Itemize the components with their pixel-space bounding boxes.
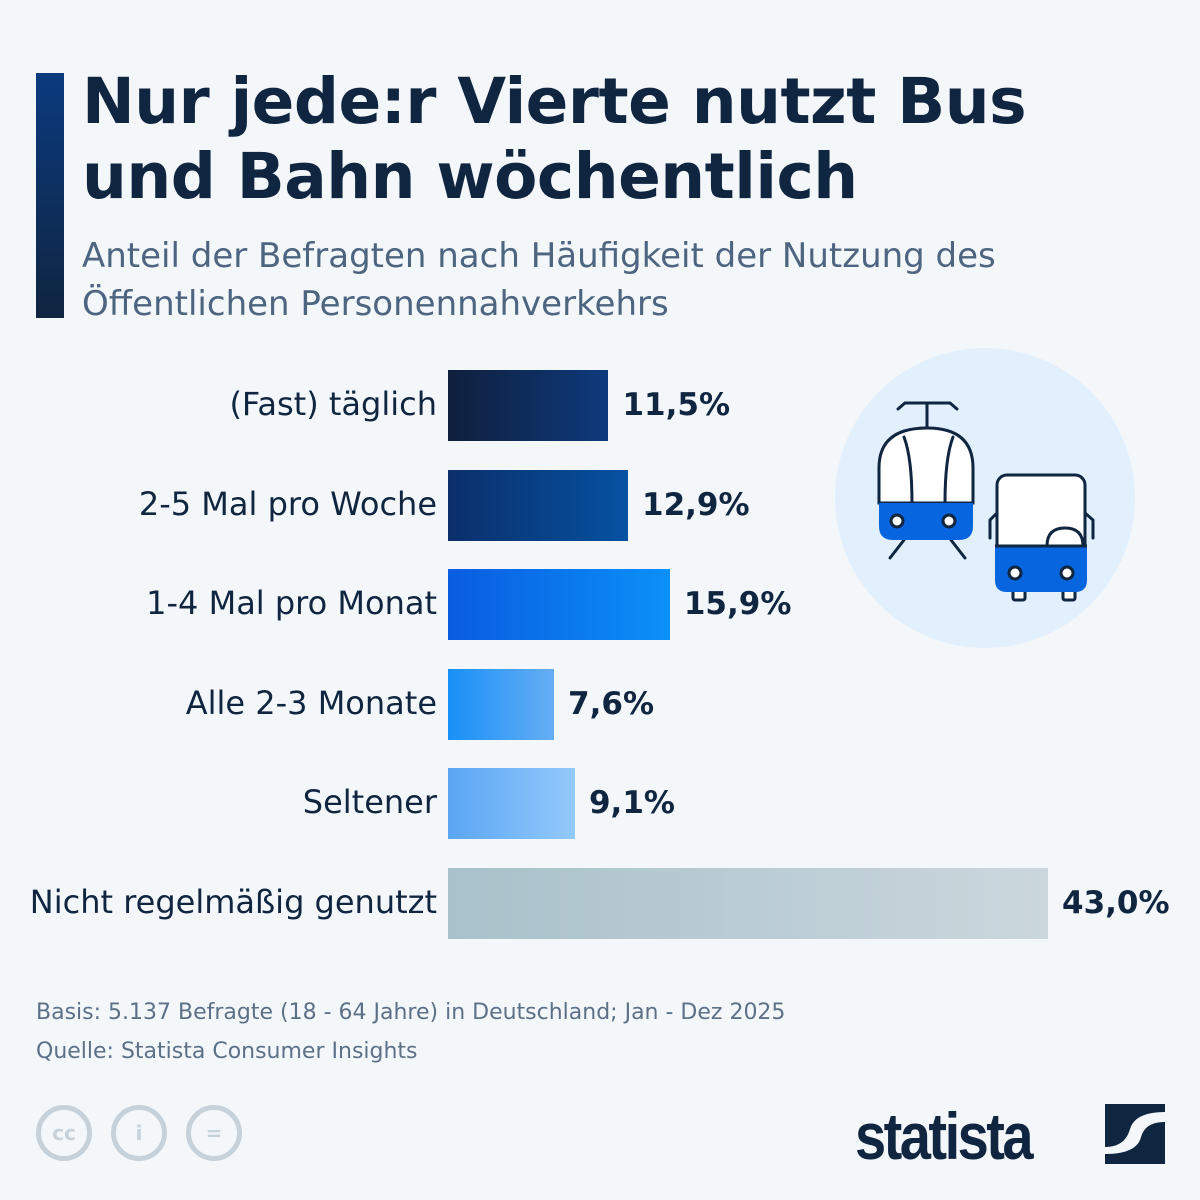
category-label: 1-4 Mal pro Monat xyxy=(146,584,437,623)
bar xyxy=(448,868,1048,939)
transit-illustration xyxy=(835,348,1135,648)
cc-icon[interactable]: cc xyxy=(36,1105,92,1161)
tram-bus-icon xyxy=(877,401,1095,602)
value-label: 9,1% xyxy=(588,785,675,822)
value-label: 7,6% xyxy=(568,685,655,722)
bar xyxy=(448,370,609,441)
chart-subtitle: Anteil der Befragten nach Häufigkeit der… xyxy=(82,236,996,324)
source-note: Quelle: Statista Consumer Insights xyxy=(36,1039,418,1064)
category-label: Alle 2-3 Monate xyxy=(185,683,437,722)
title-accent-bar xyxy=(36,73,64,318)
category-label: Nicht regelmäßig genutzt xyxy=(29,883,437,921)
category-label: Seltener xyxy=(302,783,437,822)
value-label: 15,9% xyxy=(683,586,792,623)
value-label: 43,0% xyxy=(1062,885,1170,921)
basis-note: Basis: 5.137 Befragte (18 - 64 Jahre) in… xyxy=(36,1000,786,1025)
statista-logo[interactable]: statista xyxy=(855,1099,1034,1173)
statista-logo-mark xyxy=(1105,1104,1165,1164)
bar xyxy=(448,668,555,740)
value-label: 12,9% xyxy=(642,486,750,523)
bar xyxy=(448,569,670,641)
by-icon[interactable]: i xyxy=(111,1105,167,1161)
bar xyxy=(448,768,575,840)
category-label: 2-5 Mal pro Woche xyxy=(138,484,437,523)
value-label: 11,5% xyxy=(622,387,730,423)
nd-icon[interactable]: = xyxy=(186,1105,242,1161)
chart-title: Nur jede:r Vierte nutzt Bus und Bahn wöc… xyxy=(82,65,1027,213)
bar xyxy=(448,469,628,541)
category-label: (Fast) täglich xyxy=(229,385,437,423)
